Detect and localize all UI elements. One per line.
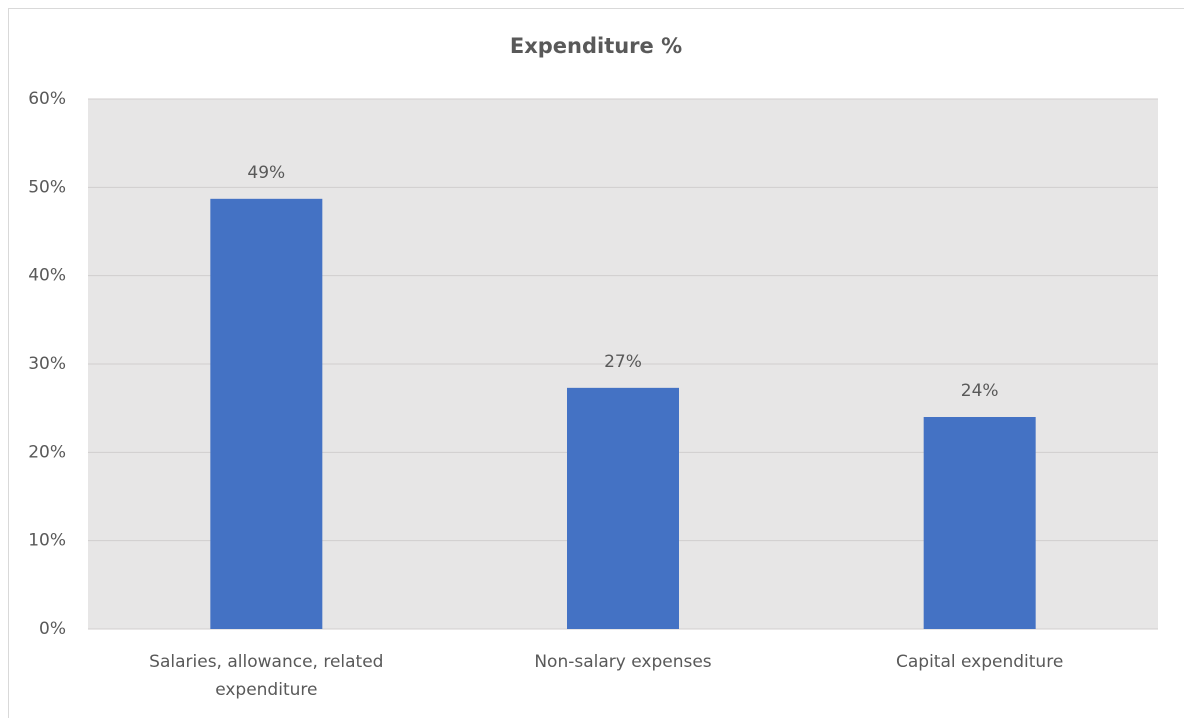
- y-tick-label: 10%: [28, 531, 66, 551]
- x-tick-label: Salaries, allowance, related expenditure: [149, 652, 384, 700]
- bar: [923, 417, 1036, 629]
- data-label: 24%: [961, 381, 999, 401]
- y-tick-label: 20%: [28, 442, 66, 462]
- data-label: 49%: [247, 163, 285, 183]
- y-tick-label: 30%: [28, 354, 66, 374]
- bar: [567, 387, 679, 629]
- bar: [210, 198, 323, 630]
- y-tick-label: 50%: [28, 177, 66, 197]
- data-label: 27%: [604, 352, 642, 372]
- y-tick-label: 0%: [39, 619, 66, 639]
- x-tick-label: Non-salary expenses: [534, 652, 712, 672]
- chart-title: Expenditure %: [510, 34, 682, 58]
- y-tick-label: 60%: [28, 89, 66, 109]
- x-tick-label: Capital expenditure: [896, 652, 1064, 672]
- y-tick-label: 40%: [28, 266, 66, 286]
